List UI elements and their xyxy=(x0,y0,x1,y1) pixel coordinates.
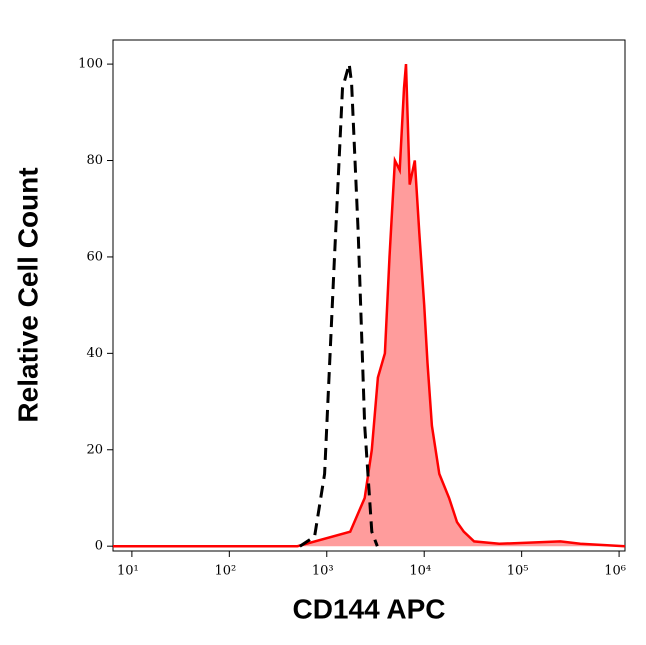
y-tick-label: 20 xyxy=(86,442,103,457)
y-tick-label: 0 xyxy=(95,539,103,554)
dashed-histogram xyxy=(299,63,379,548)
filled-histogram xyxy=(113,63,626,548)
x-tick-label: 10⁴ xyxy=(409,564,431,579)
x-tick-label: 10⁶ xyxy=(604,564,626,579)
x-tick-label: 10¹ xyxy=(117,564,139,579)
x-tick-label: 10⁵ xyxy=(507,564,529,579)
plot-frame xyxy=(112,39,626,552)
y-tick-label: 40 xyxy=(86,346,103,361)
x-tick-label: 10³ xyxy=(312,564,334,579)
y-tick-label: 80 xyxy=(86,153,103,168)
x-axis-label: CD144 APC xyxy=(292,593,445,624)
x-tick-label: 10² xyxy=(214,564,236,579)
y-tick-label: 100 xyxy=(78,57,103,72)
y-axis-label: Relative Cell Count xyxy=(12,167,43,422)
y-tick-label: 60 xyxy=(86,249,103,264)
